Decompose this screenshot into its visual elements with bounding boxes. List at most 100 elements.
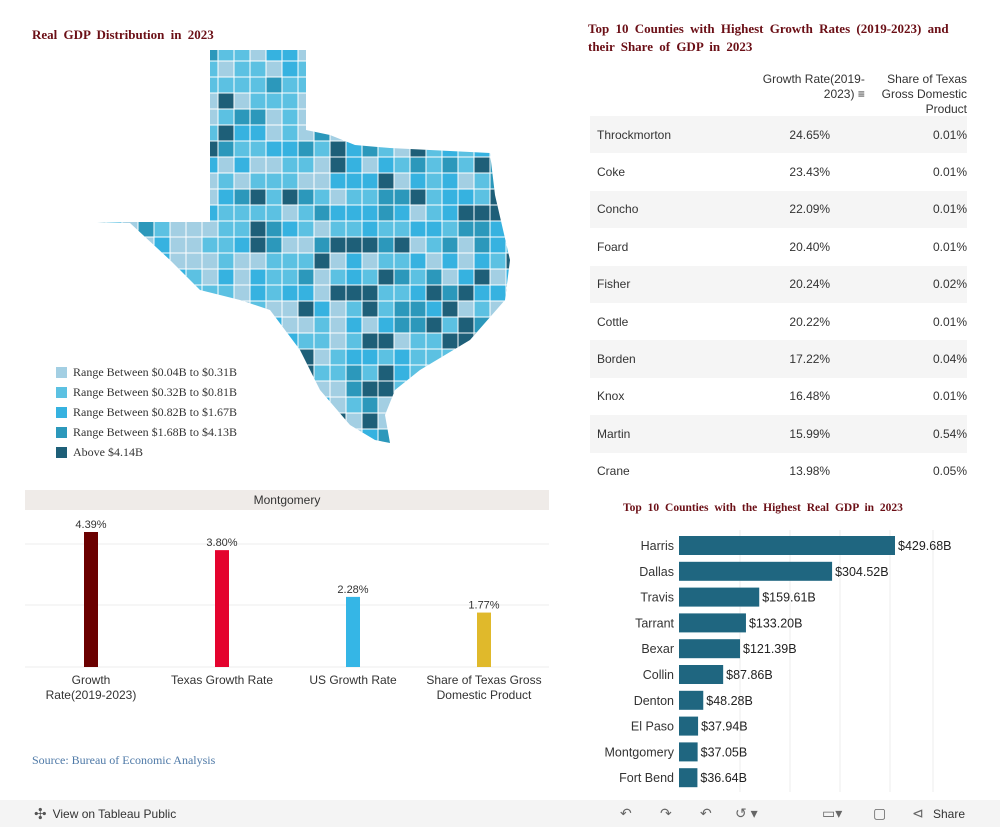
county-cell[interactable] bbox=[281, 284, 299, 302]
county-cell[interactable] bbox=[361, 188, 379, 206]
county-cell[interactable] bbox=[361, 45, 379, 62]
county-cell[interactable] bbox=[345, 60, 363, 78]
county-cell[interactable] bbox=[265, 140, 283, 158]
county-cell[interactable] bbox=[409, 220, 427, 238]
county-cell[interactable] bbox=[201, 92, 219, 110]
county-cell[interactable] bbox=[329, 60, 347, 78]
county-cell[interactable] bbox=[505, 412, 520, 430]
county-cell[interactable] bbox=[345, 412, 363, 430]
county-cell[interactable] bbox=[185, 124, 203, 142]
county-cell[interactable] bbox=[153, 252, 171, 270]
county-cell[interactable] bbox=[345, 252, 363, 270]
county-cell[interactable] bbox=[425, 268, 443, 286]
county-cell[interactable] bbox=[297, 45, 315, 62]
county-cell[interactable] bbox=[329, 92, 347, 110]
county-cell[interactable] bbox=[361, 316, 379, 334]
county-cell[interactable] bbox=[505, 76, 520, 94]
county-cell[interactable] bbox=[249, 45, 267, 62]
county-cell[interactable] bbox=[329, 300, 347, 318]
county-cell[interactable] bbox=[393, 124, 411, 142]
county-cell[interactable] bbox=[457, 364, 475, 382]
county-cell[interactable] bbox=[393, 172, 411, 190]
county-cell[interactable] bbox=[345, 172, 363, 190]
county-cell[interactable] bbox=[393, 188, 411, 206]
county-cell[interactable] bbox=[457, 60, 475, 78]
county-cell[interactable] bbox=[377, 364, 395, 382]
county-cell[interactable] bbox=[281, 60, 299, 78]
county-cell[interactable] bbox=[297, 76, 315, 94]
county-cell[interactable] bbox=[345, 396, 363, 414]
county-cell[interactable] bbox=[345, 124, 363, 142]
county-cell[interactable] bbox=[489, 45, 507, 62]
county-cell[interactable] bbox=[217, 300, 235, 318]
county-cell[interactable] bbox=[90, 236, 107, 254]
county-cell[interactable] bbox=[361, 172, 379, 190]
county-cell[interactable] bbox=[137, 332, 155, 350]
county-cell[interactable] bbox=[361, 268, 379, 286]
county-cell[interactable] bbox=[105, 124, 123, 142]
county-cell[interactable] bbox=[329, 396, 347, 414]
county-cell[interactable] bbox=[425, 300, 443, 318]
county-cell[interactable] bbox=[505, 396, 520, 414]
county-cell[interactable] bbox=[90, 252, 107, 270]
county-cell[interactable] bbox=[137, 188, 155, 206]
county-cell[interactable] bbox=[377, 108, 395, 126]
county-cell[interactable] bbox=[425, 284, 443, 302]
county-cell[interactable] bbox=[281, 268, 299, 286]
county-cell[interactable] bbox=[90, 45, 107, 62]
county-cell[interactable] bbox=[297, 396, 315, 414]
county-cell[interactable] bbox=[457, 45, 475, 62]
county-cell[interactable] bbox=[281, 188, 299, 206]
county-cell[interactable] bbox=[201, 76, 219, 94]
table-row[interactable]: Concho 22.09% 0.01% bbox=[590, 190, 967, 229]
county-cell[interactable] bbox=[297, 60, 315, 78]
county-cell[interactable] bbox=[185, 332, 203, 350]
county-cell[interactable] bbox=[361, 252, 379, 270]
county-cell[interactable] bbox=[361, 124, 379, 142]
county-cell[interactable] bbox=[137, 300, 155, 318]
county-cell[interactable] bbox=[441, 204, 459, 222]
county-cell[interactable] bbox=[281, 364, 299, 382]
county-cell[interactable] bbox=[121, 220, 139, 238]
county-cell[interactable] bbox=[489, 316, 507, 334]
county-cell[interactable] bbox=[329, 188, 347, 206]
county-cell[interactable] bbox=[441, 300, 459, 318]
table-row[interactable]: Crane 13.98% 0.05% bbox=[590, 453, 967, 490]
county-cell[interactable] bbox=[265, 380, 283, 398]
county-cell[interactable] bbox=[329, 124, 347, 142]
county-cell[interactable] bbox=[457, 332, 475, 350]
county-cell[interactable] bbox=[233, 188, 251, 206]
county-cell[interactable] bbox=[185, 300, 203, 318]
county-cell[interactable] bbox=[409, 268, 427, 286]
county-cell[interactable] bbox=[329, 76, 347, 94]
county-cell[interactable] bbox=[153, 268, 171, 286]
county-cell[interactable] bbox=[441, 45, 459, 62]
county-cell[interactable] bbox=[441, 364, 459, 382]
county-cell[interactable] bbox=[393, 396, 411, 414]
county-cell[interactable] bbox=[249, 156, 267, 174]
county-cell[interactable] bbox=[281, 140, 299, 158]
county-cell[interactable] bbox=[489, 332, 507, 350]
bar[interactable] bbox=[346, 596, 360, 667]
county-cell[interactable] bbox=[265, 236, 283, 254]
county-cell[interactable] bbox=[265, 60, 283, 78]
county-cell[interactable] bbox=[441, 188, 459, 206]
county-cell[interactable] bbox=[377, 284, 395, 302]
county-cell[interactable] bbox=[425, 140, 443, 158]
county-cell[interactable] bbox=[265, 188, 283, 206]
county-cell[interactable] bbox=[377, 172, 395, 190]
county-cell[interactable] bbox=[90, 124, 107, 142]
county-cell[interactable] bbox=[473, 380, 491, 398]
county-cell[interactable] bbox=[249, 140, 267, 158]
county-cell[interactable] bbox=[137, 252, 155, 270]
county-cell[interactable] bbox=[329, 268, 347, 286]
county-cell[interactable] bbox=[377, 268, 395, 286]
county-cell[interactable] bbox=[153, 76, 171, 94]
county-cell[interactable] bbox=[185, 220, 203, 238]
county-cell[interactable] bbox=[265, 45, 283, 62]
county-cell[interactable] bbox=[473, 332, 491, 350]
county-cell[interactable] bbox=[409, 45, 427, 62]
county-cell[interactable] bbox=[313, 45, 331, 62]
county-cell[interactable] bbox=[153, 300, 171, 318]
county-cell[interactable] bbox=[393, 380, 411, 398]
